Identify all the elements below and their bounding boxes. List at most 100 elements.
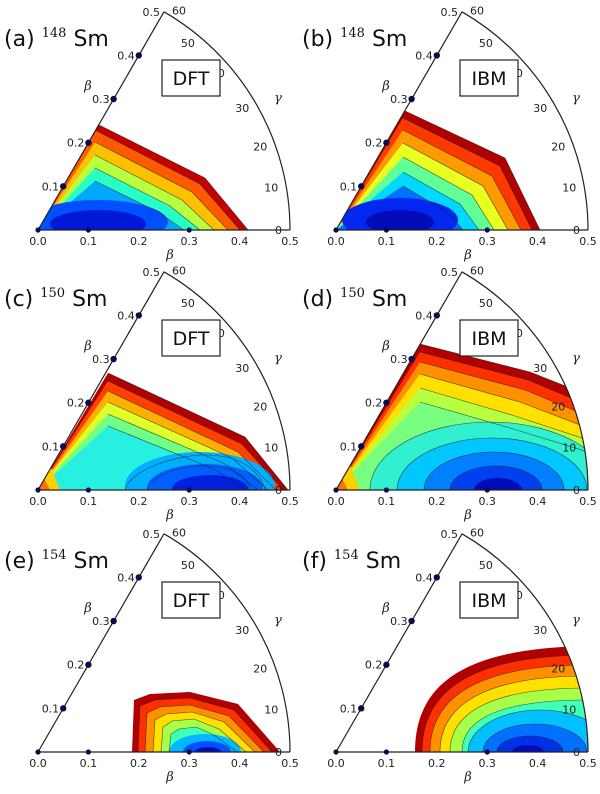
- beta-tick-label: 0.1: [80, 495, 98, 508]
- beta-axis-symbol: β: [463, 248, 472, 263]
- panel-c: [37, 271, 291, 491]
- beta-edge-tick-label: 0.5: [143, 6, 161, 19]
- edge-marker-dot: [60, 183, 67, 190]
- method-box: [459, 319, 519, 357]
- edge-marker-dot: [110, 355, 117, 363]
- edge-marker-dot: [135, 52, 142, 59]
- beta-axis-symbol: β: [165, 508, 174, 523]
- method-label: IBM: [471, 68, 506, 90]
- axis-marker-dot: [383, 749, 389, 755]
- beta-tick-label: 0.4: [529, 757, 547, 770]
- panel-annotations: 0.0 0.1 0.2 0.3 0.4 0.50.10.20.30.40.50102030…: [4, 264, 299, 523]
- panel-annotations: 0.0 0.1 0.2 0.3 0.4 0.50.10.20.30.40.50102030…: [4, 526, 299, 785]
- beta-tick-label: 0.1: [378, 495, 396, 508]
- beta-edge-symbol: β: [83, 601, 92, 616]
- edge-marker-dot: [85, 661, 92, 668]
- beta-axis-symbol: β: [165, 248, 174, 263]
- beta-tick-label: 0.1: [378, 235, 396, 248]
- gamma-tick-label: 10: [562, 182, 576, 195]
- edge-marker-dot: [358, 443, 365, 450]
- method-label: DFT: [173, 328, 210, 350]
- panel-title: (e) 154 Sm: [4, 548, 109, 574]
- gamma-tick-label: 30: [533, 102, 547, 115]
- edge-marker-dot: [110, 95, 117, 103]
- beta-axis-symbol: β: [165, 770, 174, 785]
- method-box: [161, 319, 221, 357]
- axis-marker-dot: [186, 749, 192, 755]
- gamma-tick-label: 10: [264, 182, 278, 195]
- surface-e: [132, 692, 280, 752]
- beta-tick-label: 0.3: [478, 757, 496, 770]
- gamma-tick-label: 50: [181, 37, 195, 50]
- edge-marker-dot: [408, 617, 415, 625]
- gamma-tick-label: 20: [253, 141, 267, 154]
- beta-edge-tick-label: 0.2: [365, 659, 383, 672]
- panel-annotations: 0.0 0.1 0.2 0.3 0.4 0.50.10.20.30.40.50102030…: [302, 526, 597, 785]
- edge-marker-dot: [85, 139, 92, 146]
- surface-d: [336, 343, 588, 490]
- panel-title: (b) 148 Sm: [302, 26, 407, 52]
- gamma-tick-label: 50: [479, 559, 493, 572]
- beta-tick-label: 0.5: [579, 495, 597, 508]
- beta-tick-label: 0.5: [579, 235, 597, 248]
- edge-marker-dot: [60, 443, 67, 450]
- edge-marker-dot: [433, 312, 440, 319]
- edge-marker-dot: [110, 617, 117, 625]
- annotation-layer: 0.0 0.1 0.2 0.3 0.4 0.50.10.20.30.40.50102030…: [4, 4, 597, 785]
- gamma-axis-symbol: γ: [274, 613, 282, 628]
- beta-edge-symbol: β: [83, 339, 92, 354]
- gamma-tick-label: 0: [573, 484, 580, 497]
- gamma-tick-label: 0: [275, 484, 282, 497]
- surface-c: [38, 372, 289, 490]
- beta-tick-label: 0.1: [378, 757, 396, 770]
- axis-marker-dot: [333, 749, 339, 755]
- axis-marker-dot: [35, 227, 41, 233]
- gamma-tick-label: 0: [275, 746, 282, 759]
- gamma-axis-symbol: γ: [274, 91, 282, 106]
- panel-title: (f) 154 Sm: [302, 548, 401, 574]
- method-box: [459, 59, 519, 97]
- method-box: [161, 59, 221, 97]
- beta-tick-label: 0.5: [281, 495, 299, 508]
- axis-marker-dot: [186, 227, 192, 233]
- gamma-axis-symbol: γ: [274, 351, 282, 366]
- beta-edge-tick-label: 0.4: [117, 571, 135, 584]
- edge-marker-dot: [85, 399, 92, 406]
- panel-title: (a) 148 Sm: [4, 26, 109, 52]
- gamma-tick-label: 60: [470, 264, 484, 277]
- beta-tick-label: 0.2: [428, 757, 446, 770]
- gamma-tick-label: 30: [235, 102, 249, 115]
- panel-a: [37, 11, 291, 231]
- beta-edge-symbol: β: [381, 79, 390, 94]
- gamma-tick-label: 20: [253, 663, 267, 676]
- beta-tick-label: 0.5: [281, 757, 299, 770]
- axis-marker-dot: [186, 487, 192, 493]
- beta-tick-label: 0.5: [281, 235, 299, 248]
- panel-title: (d) 150 Sm: [302, 286, 407, 312]
- gamma-tick-label: 50: [479, 297, 493, 310]
- method-label: DFT: [173, 590, 210, 612]
- edge-marker-dot: [408, 355, 415, 363]
- beta-edge-tick-label: 0.4: [117, 49, 135, 62]
- beta-axis-symbol: β: [463, 508, 472, 523]
- edge-marker-dot: [383, 139, 390, 146]
- panel-e: [37, 533, 291, 753]
- beta-edge-symbol: β: [381, 339, 390, 354]
- beta-edge-tick-label: 0.5: [441, 6, 459, 19]
- beta-edge-tick-label: 0.1: [42, 702, 60, 715]
- gamma-axis-symbol: γ: [572, 91, 580, 106]
- method-box: [459, 581, 519, 619]
- beta-edge-tick-label: 0.3: [390, 93, 408, 106]
- edge-marker-dot: [135, 312, 142, 319]
- beta-edge-tick-label: 0.3: [92, 353, 110, 366]
- edge-marker-dot: [358, 183, 365, 190]
- beta-tick-label: 0.4: [231, 757, 249, 770]
- gamma-tick-label: 0: [573, 746, 580, 759]
- gamma-tick-label: 30: [533, 624, 547, 637]
- beta-tick-label: 0.0: [327, 495, 345, 508]
- axis-marker-dot: [35, 749, 41, 755]
- beta-edge-tick-label: 0.5: [143, 266, 161, 279]
- surface-a: [38, 122, 249, 230]
- axis-marker-dot: [484, 487, 490, 493]
- panel-f: [335, 533, 589, 753]
